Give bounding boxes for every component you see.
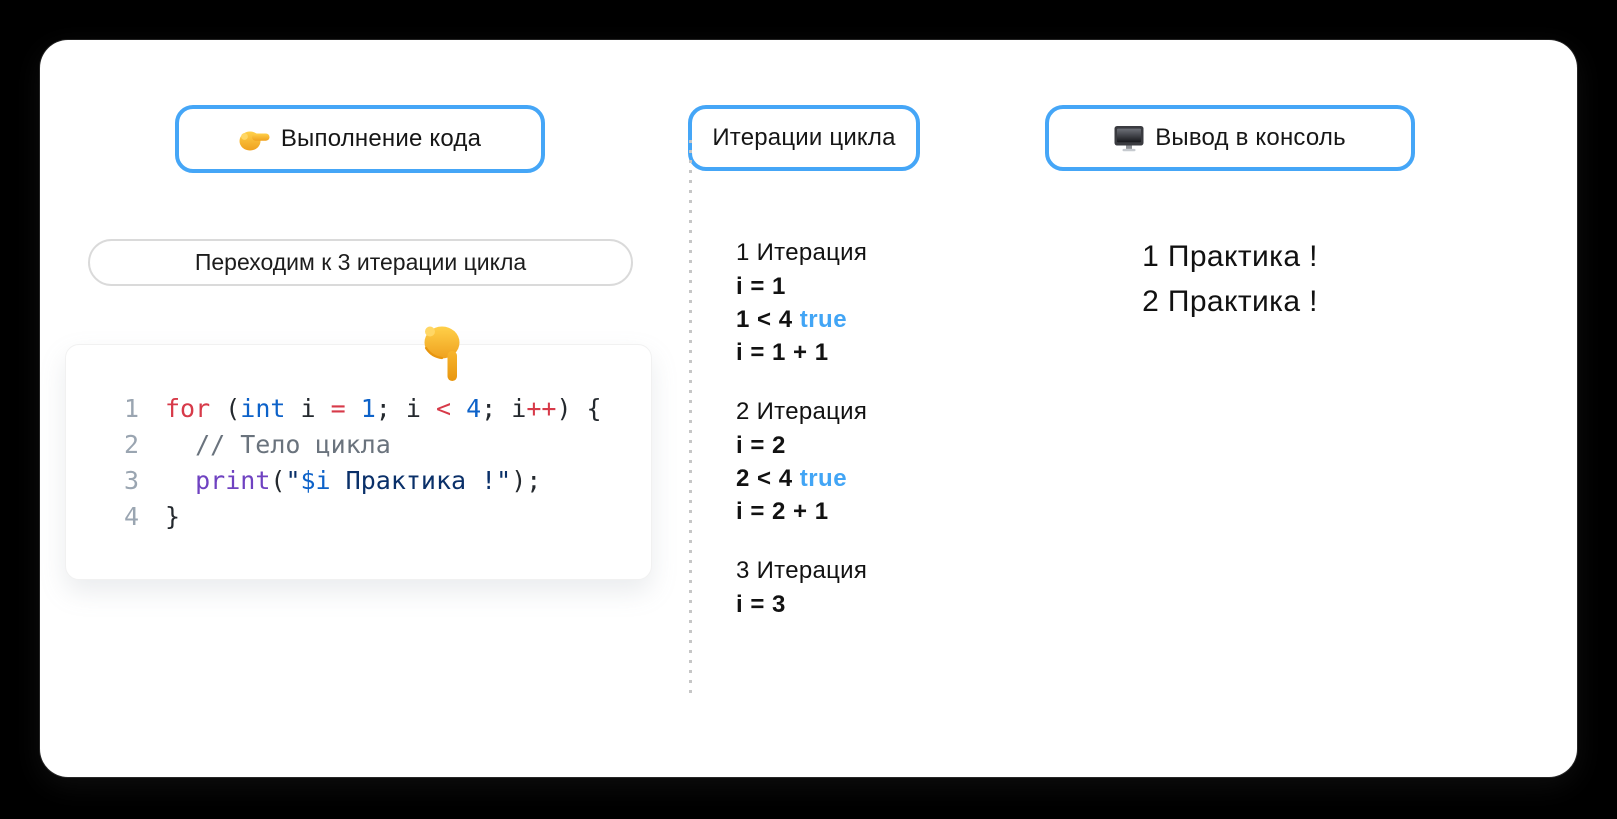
pointing-down-icon: [420, 323, 467, 385]
iteration-title: 2 Итерация: [736, 398, 868, 425]
tab-console-output[interactable]: Вывод в консоль: [1045, 105, 1415, 171]
iteration-line: i = 2: [736, 432, 786, 459]
step-label: Переходим к 3 итерации цикла: [88, 239, 633, 286]
tab-label: Выполнение кода: [280, 125, 482, 152]
code-line: 2 // Тело цикла: [123, 429, 391, 459]
tab-label: Итерации цикла: [712, 124, 896, 151]
iteration-line: i = 1: [736, 273, 786, 300]
monitor-icon: [1114, 125, 1144, 152]
line-number: 2: [123, 429, 139, 459]
iteration-line: i = 2 + 1: [736, 498, 829, 525]
iteration-title: 1 Итерация: [736, 239, 868, 266]
tab-label: Вывод в консоль: [1155, 124, 1346, 151]
code-line: 3 print("$i Практика !");: [123, 465, 542, 495]
console-line: 2 Практика !: [1142, 285, 1318, 318]
tab-code-execution[interactable]: Выполнение кода: [175, 105, 545, 173]
code-line: 4}: [123, 501, 181, 531]
iteration-line: i = 1 + 1: [736, 339, 829, 366]
console-output: 1 Практика ! 2 Практика !: [1040, 234, 1420, 324]
iteration-block: 3 Итерация i = 3: [736, 554, 986, 621]
pointing-right-icon: [239, 128, 270, 151]
code-block: 1 for (int i = 1; i < 4; i++) { 2 // Тело …: [65, 344, 652, 580]
tab-loop-iterations[interactable]: Итерации цикла: [688, 105, 920, 171]
step-label-text: Переходим к 3 итерации цикла: [194, 249, 527, 275]
console-line: 1 Практика !: [1142, 240, 1318, 273]
iteration-block: 2 Итерация i = 2 2 < 4 true i = 2 + 1: [736, 395, 986, 528]
iteration-block: 1 Итерация i = 1 1 < 4 true i = 1 + 1: [736, 236, 986, 369]
line-number: 3: [123, 465, 139, 495]
line-number: 1: [123, 393, 139, 423]
iterations-column: 1 Итерация i = 1 1 < 4 true i = 1 + 1 2 Итер…: [736, 236, 986, 647]
dotted-divider: [689, 140, 692, 694]
iteration-title: 3 Итерация: [736, 557, 868, 584]
iteration-line: 1 < 4 true: [736, 306, 848, 333]
iteration-line: i = 3: [736, 591, 786, 618]
iteration-line: 2 < 4 true: [736, 465, 848, 492]
slide-card: Выполнение кода Итерации цикла Вывод в к…: [40, 40, 1577, 777]
line-number: 4: [123, 501, 139, 531]
code-line: 1 for (int i = 1; i < 4; i++) {: [123, 393, 602, 423]
